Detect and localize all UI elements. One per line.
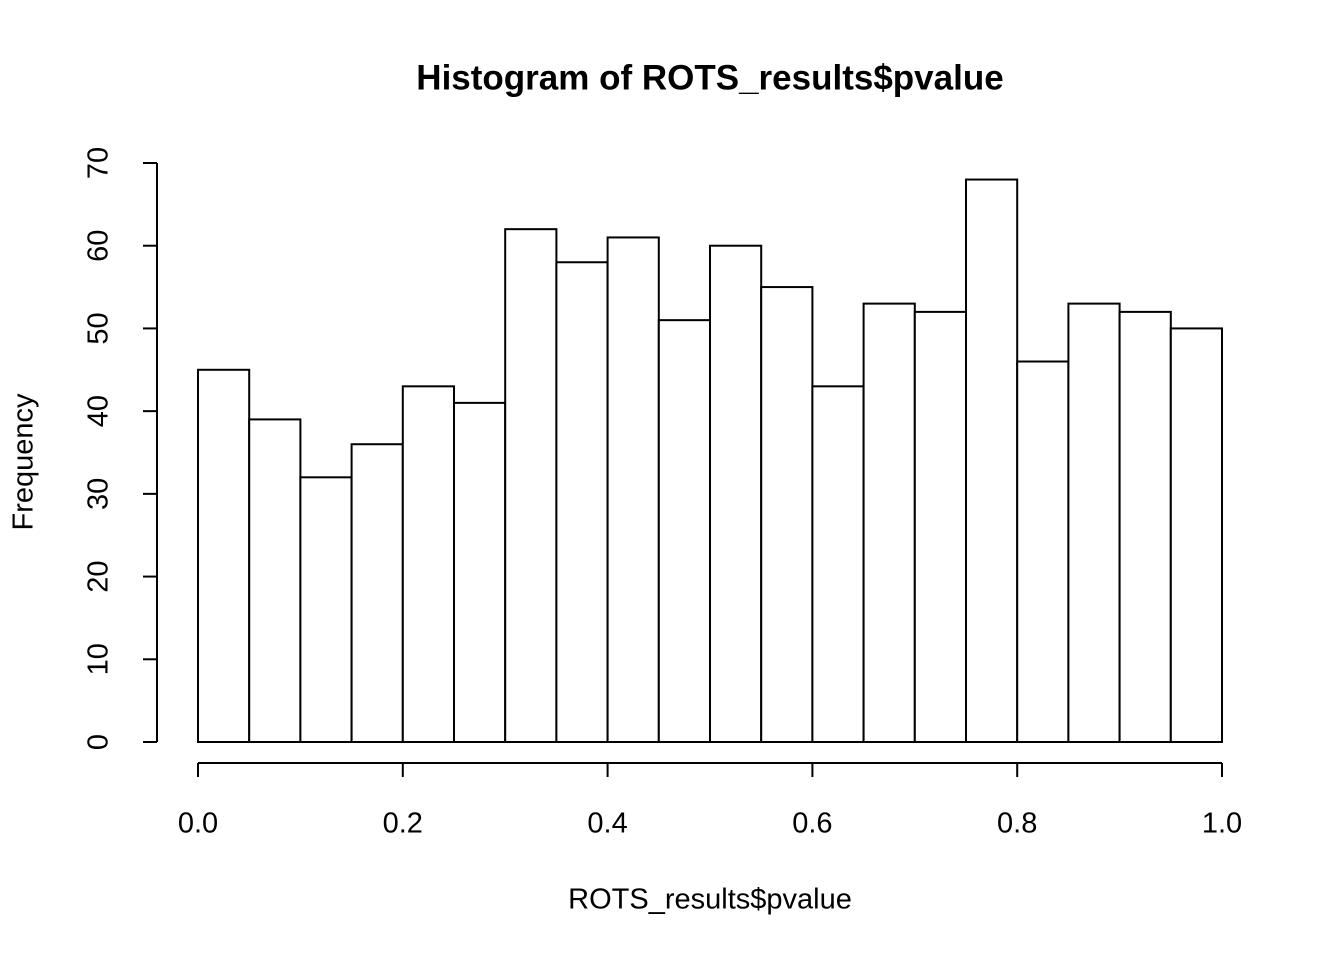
bar xyxy=(1169,327,1224,743)
bar xyxy=(709,244,763,743)
bar xyxy=(555,261,609,743)
y-tick-label: 20 xyxy=(83,560,115,592)
bar xyxy=(1067,302,1121,743)
x-tick-label: 0.2 xyxy=(383,808,423,840)
y-tick-label: 0 xyxy=(83,734,115,750)
y-tick-label: 10 xyxy=(83,643,115,675)
x-tick-label: 0.6 xyxy=(792,808,832,840)
y-axis-label: Frequency xyxy=(8,393,40,531)
bar xyxy=(760,286,814,743)
bar xyxy=(504,228,558,743)
x-tick-label: 1.0 xyxy=(1202,808,1242,840)
y-tick-label: 60 xyxy=(83,230,115,262)
bar xyxy=(862,302,916,743)
bar xyxy=(657,319,711,743)
x-tick-label: 0.8 xyxy=(997,808,1037,840)
bar xyxy=(913,310,967,743)
bar xyxy=(350,443,404,743)
y-tick-label: 40 xyxy=(83,395,115,427)
bar xyxy=(299,476,353,743)
bar xyxy=(1016,360,1070,743)
y-tick-label: 70 xyxy=(83,147,115,179)
bar xyxy=(965,178,1019,744)
x-tick-label: 0.0 xyxy=(178,808,218,840)
x-axis-label: ROTS_results$pvalue xyxy=(568,884,852,916)
bar xyxy=(1118,310,1172,743)
bar xyxy=(248,418,302,743)
bar xyxy=(453,401,507,743)
bar xyxy=(811,385,865,743)
x-tick-label: 0.4 xyxy=(587,808,627,840)
chart-title: Histogram of ROTS_results$pvalue xyxy=(416,58,1003,97)
y-tick-label: 30 xyxy=(83,478,115,510)
bar xyxy=(197,368,251,743)
bar xyxy=(401,385,455,743)
bar xyxy=(606,236,660,743)
y-tick-label: 50 xyxy=(83,312,115,344)
